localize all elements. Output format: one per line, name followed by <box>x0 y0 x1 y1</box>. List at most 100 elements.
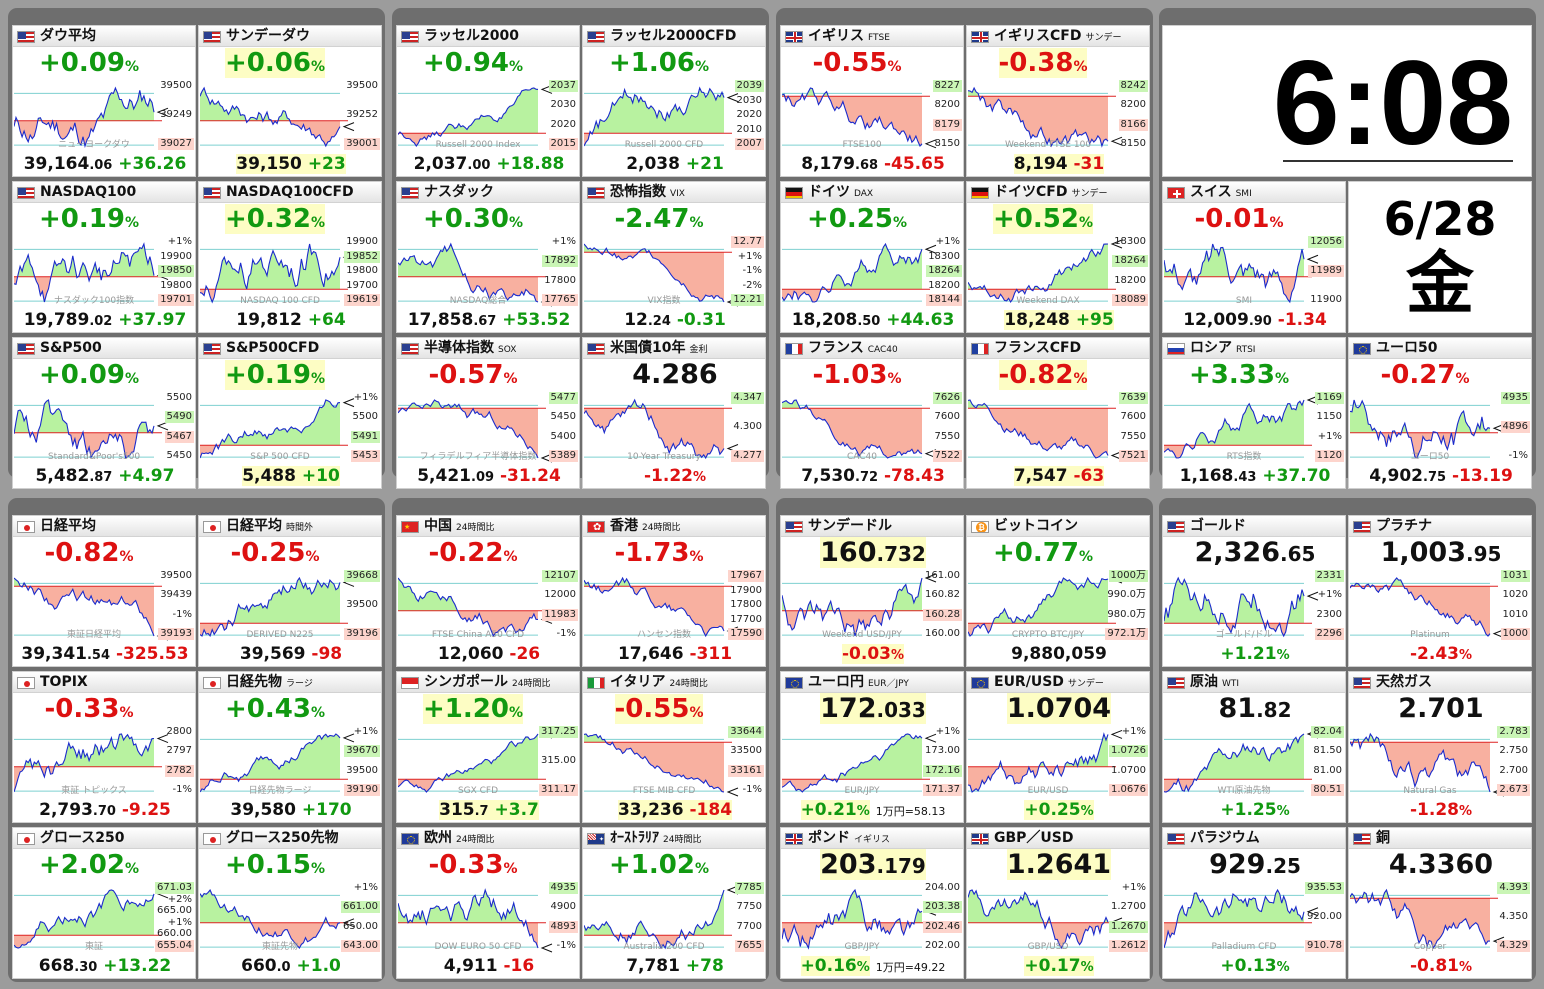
market-tile[interactable]: ユーロ円 EUR／JPY 172.033 +1% 173.00 172.16 171.37 E… <box>780 671 964 823</box>
market-tile[interactable]: EUR/USD サンデー 1.0704 +1% 1.0726 1.0700 1.0676 EU… <box>966 671 1150 823</box>
axis-label: 2.673 <box>1497 784 1530 796</box>
market-tile[interactable]: イギリスCFD サンデー -0.38% 8242 8200 8166 8150 Weekend… <box>966 25 1150 177</box>
country-flag-icon <box>1353 677 1371 689</box>
axis-label: 18300 <box>1114 236 1146 247</box>
market-tile[interactable]: GBP／USD 1.2641 +1% 1.2700 1.2670 1.2612 GBP/US… <box>966 827 1150 979</box>
axis-label: 39500 <box>160 570 192 581</box>
axis-label: 19900 <box>160 250 192 262</box>
market-tile[interactable]: サンデーダウ +0.06% 39500 39252 39001 39,150 +23 <box>198 25 382 177</box>
country-flag-icon <box>17 833 35 845</box>
chart-watermark: GBP/USD <box>1027 942 1069 952</box>
market-tile[interactable]: 日経先物 ラージ +0.43% +1% 39670 39500 39190 日経先物ラージ 39… <box>198 671 382 823</box>
market-tile[interactable]: 銅 4.3360 4.393 4.350 4.329 Copper -0.81% <box>1348 827 1532 979</box>
market-tile[interactable]: グロース250 +2.02% 671.03 +2% 665.00 +1% 660.00 655… <box>12 827 196 979</box>
tile-subtitle: EUR／JPY <box>868 679 909 689</box>
axis-label: 990.0万 <box>1107 589 1146 601</box>
market-tile[interactable]: S&P500CFD +0.19% +1% 5500 5491 5453 S&P 500 CF… <box>198 337 382 489</box>
market-tile[interactable]: NASDAQ100CFD +0.32% 19900 19852 19800 19700 19… <box>198 181 382 333</box>
market-tile[interactable]: ダウ平均 +0.09% 39500 39249 39027 ニューヨークダウ 39,164.… <box>12 25 196 177</box>
axis-label: -1% <box>742 265 762 276</box>
market-tile[interactable]: 天然ガス 2.701 2.783 2.750 2.700 2.673 Natural Gas… <box>1348 671 1532 823</box>
market-tile[interactable]: グロース250先物 +0.15% +1% 661.00 650.00 643.00 東証先物… <box>198 827 382 979</box>
market-tile[interactable]: ロシア RTSI +3.33% 1169 1150 +1% 1120 RTS指数 1,168.4… <box>1162 337 1346 489</box>
market-tile[interactable]: 日経平均 時間外 -0.25% 39668 39500 39196 DERIVED N225… <box>198 515 382 667</box>
tile-header: ナスダック <box>397 182 579 203</box>
axis-label: 17967 <box>728 570 764 582</box>
tile-subtitle: サンデー <box>1067 679 1104 689</box>
chart-watermark: NASDAQ総合 <box>449 296 507 306</box>
change-percent: -0.01% <box>1194 204 1284 234</box>
market-tile[interactable]: 日経平均 -0.82% 39500 39439 -1% 39193 東証日経平均 39,341… <box>12 515 196 667</box>
market-tile[interactable]: ★ 中国 24時間比 -0.22% 12107 12000 11983 -1% FTSE Chi… <box>396 515 580 667</box>
axis-label: 1.0700 <box>1111 764 1146 776</box>
axis-label: 81.00 <box>1313 764 1342 776</box>
market-tile[interactable]: 欧州 24時間比 -0.33% 4935 4900 4893 -1% DOW EURO 50 … <box>396 827 580 979</box>
last-price: 8,194 <box>1013 154 1068 174</box>
chart-watermark: Standard&Poor's500 <box>47 452 141 462</box>
change-value: +36.26 <box>118 154 187 174</box>
tile-header: イギリス FTSE <box>781 26 963 47</box>
price-chart: 4935 4896 -1% ユーロ50 <box>1349 392 1531 466</box>
market-tile[interactable]: イギリス FTSE -0.55% 8227 8200 8179 8150 FTSE100 8,1… <box>780 25 964 177</box>
axis-label: 665.00 <box>157 905 192 917</box>
axis-label: 33161 <box>728 764 764 777</box>
market-tile[interactable]: パラジウム 929.25 935.53 920.00 910.78 Palladium C… <box>1162 827 1346 979</box>
market-tile[interactable]: NASDAQ100 +0.19% +1% 19900 19850 19800 19701 ナス… <box>12 181 196 333</box>
market-tile[interactable]: 半導体指数 SOX -0.57% 5477 5450 5400 5389 フィラデルフィア半導… <box>396 337 580 489</box>
axis-label: 17800 <box>730 599 762 610</box>
axis-label: 7626 <box>932 392 962 404</box>
market-tile[interactable]: イタリア 24時間比 -0.55% 33644 33500 33161 -1% FTSE MI… <box>582 671 766 823</box>
tile-header: プラチナ <box>1349 516 1531 537</box>
market-tile[interactable]: ✿ 香港 24時間比 -1.73% 17967 17900 17800 17700 17590 ハ… <box>582 515 766 667</box>
axis-label: 8200 <box>934 99 960 111</box>
market-tile[interactable]: 恐怖指数 VIX -2.47% 12.77 +1% -1% -2% 12.21 VIX指数 12.… <box>582 181 766 333</box>
market-tile[interactable]: ✦ ｵｰｽﾄﾗﾘｱ 24時間比 +1.02% 7785 7750 7700 7655 Austr… <box>582 827 766 979</box>
price-line: 17,858.67 +53.52 <box>407 310 571 330</box>
market-tile[interactable]: フランス CAC40 -1.03% 7626 7600 7550 7522 CAC40 7,53… <box>780 337 964 489</box>
market-tile[interactable]: ゴールド 2,326.65 2331 +1% 2300 2296 ゴールド/ドル +1.21% <box>1162 515 1346 667</box>
price-line: 18,248 +95 <box>967 309 1149 332</box>
change-percent: +1.20% <box>423 694 523 724</box>
market-tile[interactable]: スイス SMI -0.01% 12056 11989 11900 SMI 12,009.90 … <box>1162 181 1346 333</box>
market-tile[interactable]: ドイツ DAX +0.25% +1% 18300 18264 18200 18144 18,20… <box>780 181 964 333</box>
axis-label: 39500 <box>160 80 192 91</box>
change-percent: -0.82% <box>44 538 134 568</box>
market-tile[interactable]: サンデードル 160.732 161.00 160.82 160.28 160.00 Wee… <box>780 515 964 667</box>
market-tile[interactable]: S&P500 +0.09% 5500 5490 5467 5450 Standard&Poo… <box>12 337 196 489</box>
market-tile[interactable]: ドイツCFD サンデー +0.52% 18300 18264 18200 18089 Week… <box>966 181 1150 333</box>
price-chart: 7639 7600 7550 7521 <box>967 392 1149 466</box>
conversion-label: 1万円=49.22 <box>875 961 946 974</box>
axis-label: 33644 <box>728 726 764 738</box>
market-tile[interactable]: フランスCFD -0.82% 7639 7600 7550 7521 7,547 -63 <box>966 337 1150 489</box>
market-tile[interactable]: TOPIX -0.33% 2800 2797 2782 -1% 東証 トピックス 2,793.… <box>12 671 196 823</box>
price-chart: 12056 11989 11900 SMI <box>1163 236 1345 310</box>
axis-label: 2.700 <box>1499 764 1528 776</box>
market-tile[interactable]: ラッセル2000 +0.94% 2037 2030 2020 2015 Russell 20… <box>396 25 580 177</box>
market-tile[interactable]: シンガポール 24時間比 +1.20% 317.25 315.00 311.17 SGX C… <box>396 671 580 823</box>
market-tile[interactable]: ラッセル2000CFD +1.06% 2039 2030 2020 2010 2007 Rus… <box>582 25 766 177</box>
market-tile[interactable]: ナスダック +0.30% +1% 17892 17800 17765 NASDAQ総合 17,… <box>396 181 580 333</box>
chart-watermark: 10-Year Treasury <box>627 452 701 462</box>
last-price: 5,421 <box>417 466 471 486</box>
change-percent: +0.25 <box>1024 800 1081 820</box>
change-value: -0.31 <box>676 310 726 330</box>
market-tile[interactable]: ユーロ50 -0.27% 4935 4896 -1% ユーロ50 4,902.75 -13.… <box>1348 337 1532 489</box>
tile-header: TOPIX <box>13 672 195 693</box>
axis-label: 12107 <box>542 570 578 582</box>
market-tile[interactable]: 米国債10年 金利 4.286 4.347 4.300 4.277 10-Year Trea… <box>582 337 766 489</box>
market-tile[interactable]: プラチナ 1,003.95 1031 1020 1010 1000 Platinum -2.4… <box>1348 515 1532 667</box>
axis-label: -1% <box>172 784 192 795</box>
tile-header: ロシア RTSI <box>1163 338 1345 359</box>
price-line: 18,208.50 +44.63 <box>791 310 955 330</box>
tile-header: グロース250先物 <box>199 828 381 849</box>
market-tile[interactable]: ポンド イギリス 203.179 204.00 203.38 202.46 202.00 GB… <box>780 827 964 979</box>
last-price: 4,902 <box>1369 466 1423 486</box>
change-value: +13.22 <box>103 956 172 976</box>
axis-label: 160.28 <box>923 608 962 621</box>
chart-watermark: NASDAQ 100 CFD <box>240 296 320 306</box>
axis-label: 1169 <box>1314 392 1344 404</box>
market-tile[interactable]: ₿ ビットコイン +0.77% 1000万 990.0万 980.0万 972.1万 CRYP… <box>966 515 1150 667</box>
date-display: 6/28 金 <box>1348 181 1532 333</box>
tile-title: イギリス <box>808 28 864 44</box>
market-tile[interactable]: 原油 WTI 81.82 82.04 81.50 81.00 80.51 WTI原油先物 +1.… <box>1162 671 1346 823</box>
